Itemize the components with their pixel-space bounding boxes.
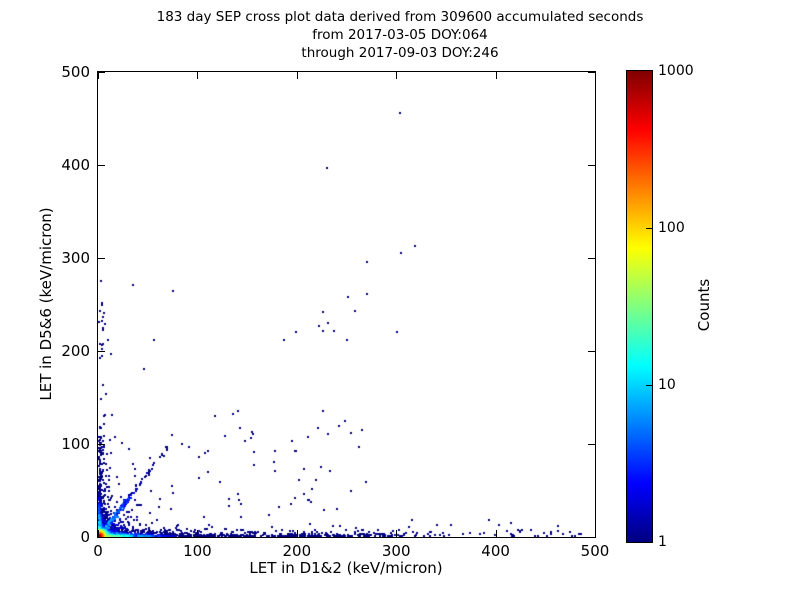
colorbar-tick-mark bbox=[646, 385, 652, 386]
x-tick-label: 0 bbox=[93, 542, 103, 560]
axis-tick-mark bbox=[396, 72, 397, 79]
x-tick-label: 500 bbox=[580, 542, 610, 560]
title-line-2: from 2017-03-05 DOY:064 bbox=[312, 27, 488, 43]
axis-tick-mark bbox=[197, 530, 198, 537]
axis-tick-mark bbox=[297, 72, 298, 79]
axis-tick-mark bbox=[588, 537, 595, 538]
x-tick-label: 100 bbox=[183, 542, 212, 560]
colorbar-tick-label: 100 bbox=[658, 220, 685, 236]
y-tick-label: 100 bbox=[61, 435, 90, 453]
axis-tick-mark bbox=[588, 72, 595, 73]
axis-tick-mark bbox=[588, 351, 595, 352]
y-tick-label: 300 bbox=[61, 249, 90, 267]
axis-tick-mark bbox=[588, 444, 595, 445]
axis-tick-mark bbox=[595, 530, 596, 537]
axis-tick-mark bbox=[496, 530, 497, 537]
axis-tick-mark bbox=[595, 72, 596, 79]
chart-title: 183 day SEP cross plot data derived from… bbox=[0, 8, 800, 62]
axis-tick-mark bbox=[98, 258, 105, 259]
y-tick-label: 200 bbox=[61, 342, 90, 360]
x-tick-label: 400 bbox=[481, 542, 510, 560]
y-axis-label: LET in D5&6 (keV/micron) bbox=[37, 207, 55, 401]
colorbar-tick-label: 1000 bbox=[658, 63, 694, 79]
colorbar-tick-mark bbox=[646, 228, 652, 229]
axis-tick-mark bbox=[98, 537, 105, 538]
axis-tick-mark bbox=[197, 72, 198, 79]
y-tick-label: 400 bbox=[61, 156, 90, 174]
scatter-canvas bbox=[98, 72, 595, 537]
x-axis-label: LET in D1&2 (keV/micron) bbox=[249, 559, 443, 577]
plot-area bbox=[97, 71, 596, 538]
axis-tick-mark bbox=[98, 165, 105, 166]
axis-tick-mark bbox=[396, 530, 397, 537]
title-line-1: 183 day SEP cross plot data derived from… bbox=[156, 9, 644, 25]
axis-tick-mark bbox=[98, 530, 99, 537]
colorbar bbox=[626, 70, 653, 543]
title-line-3: through 2017-09-03 DOY:246 bbox=[301, 45, 499, 61]
axis-tick-mark bbox=[588, 258, 595, 259]
x-tick-label: 300 bbox=[381, 542, 411, 560]
axis-tick-mark bbox=[98, 351, 105, 352]
y-tick-label: 500 bbox=[61, 63, 90, 81]
axis-tick-mark bbox=[588, 165, 595, 166]
y-tick-label: 0 bbox=[80, 528, 90, 546]
colorbar-gradient bbox=[627, 71, 652, 542]
axis-tick-mark bbox=[496, 72, 497, 79]
axis-tick-mark bbox=[98, 72, 105, 73]
x-tick-label: 200 bbox=[282, 542, 312, 560]
colorbar-tick-label: 10 bbox=[658, 377, 676, 393]
axis-tick-mark bbox=[297, 530, 298, 537]
axis-tick-mark bbox=[98, 444, 105, 445]
colorbar-label: Counts bbox=[695, 278, 713, 332]
axis-tick-mark bbox=[98, 72, 99, 79]
colorbar-tick-label: 1 bbox=[658, 534, 667, 550]
